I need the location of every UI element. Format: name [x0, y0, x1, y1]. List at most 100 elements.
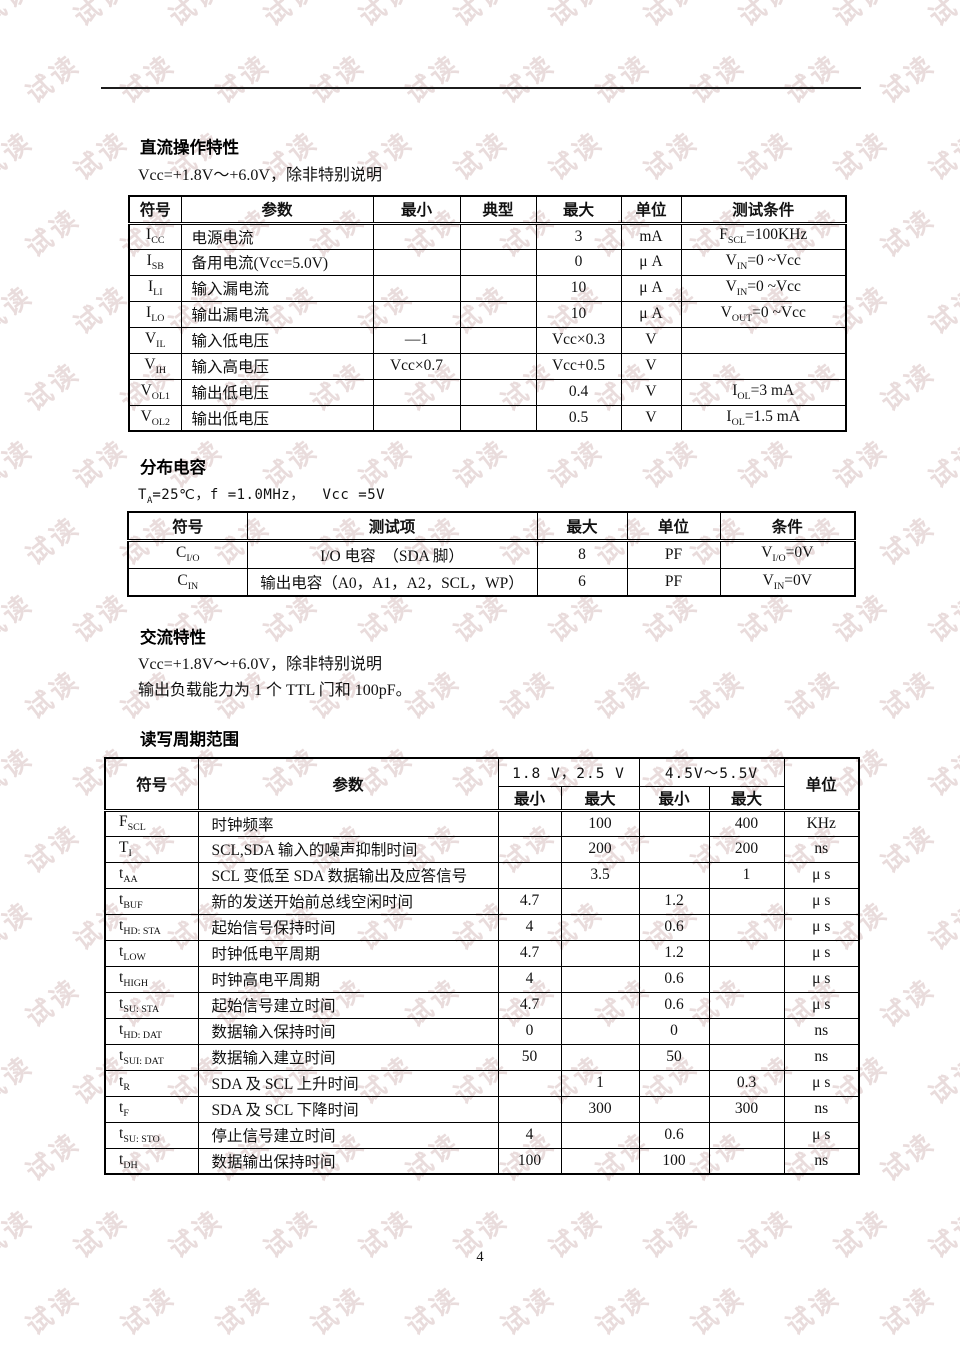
rw-table-row: tDH 数据输出保持时间 100 100 ns: [104, 1147, 860, 1175]
cell: [680, 326, 847, 354]
cell: VIN=0 ~Vcc: [680, 274, 847, 302]
dc-table-row: ILI 输入漏电流 10 μ A VIN=0 ~Vcc: [128, 274, 847, 302]
cell: [560, 887, 640, 915]
symbol-cell: tLOW: [104, 939, 199, 967]
cell: 数据输入建立时间: [197, 1043, 499, 1071]
cell: [560, 939, 640, 967]
symbol-cell: CI/O: [127, 539, 248, 569]
cell: 备用电流(Vcc=5.0V): [180, 248, 374, 276]
rw-table-row: tBUF 新的发送开始前总线空闲时间 4.7 1.2 μ s: [104, 887, 860, 915]
col-header-max: 最大: [535, 195, 622, 225]
dc-section-subtitle: Vcc=+1.8V～+6.0V，除非特别说明: [138, 167, 382, 184]
header-rule: [101, 87, 861, 89]
cell: [372, 378, 461, 406]
cell: [560, 1121, 640, 1149]
cap-table-header-row: 符号 测试项 最大 单位 条件: [127, 511, 856, 542]
cell: [708, 1017, 785, 1045]
cell: 4: [497, 1121, 562, 1149]
rw-table-row: tR SDA 及 SCL 上升时间 1 0.3 μ s: [104, 1069, 860, 1097]
cell: [372, 300, 461, 328]
cell: [680, 352, 847, 380]
col-header-symbol: 符号: [127, 511, 248, 542]
cell: [459, 404, 537, 432]
symbol-cell: tSUI: DAT: [104, 1043, 199, 1071]
cell: ns: [783, 1043, 860, 1071]
cell: 0: [638, 1017, 710, 1045]
cell: 10: [535, 274, 622, 302]
col-subheader-min-1: 最小: [497, 785, 562, 812]
symbol-cell: tBUF: [104, 887, 199, 915]
cell: 4.7: [497, 887, 562, 915]
cell: 输出低电压: [180, 404, 374, 432]
cell: μ s: [783, 939, 860, 967]
cell: [497, 1095, 562, 1123]
col-header-condition: 条件: [719, 511, 856, 542]
dc-table-row: VOL1 输出低电压 0.4 V IOL=3 mA: [128, 378, 847, 406]
cell: μ s: [783, 1069, 860, 1097]
symbol-cell: CIN: [127, 567, 248, 597]
cell: —1: [372, 326, 461, 354]
symbol-cell: ILI: [128, 274, 182, 302]
cell: 输入低电压: [180, 326, 374, 354]
cell: [459, 378, 537, 406]
col-header-symbol: 符号: [104, 757, 199, 812]
symbol-cell: tAA: [104, 861, 199, 889]
cell: [708, 887, 785, 915]
dc-table-row: VOL2 输出低电压 0.5 V IOL=1.5 mA: [128, 404, 847, 432]
cell: VIN=0V: [719, 567, 856, 597]
col-subheader-max-1: 最大: [560, 785, 640, 812]
rw-table-row: TI SCL,SDA 输入的噪声抑制时间 200 200 ns: [104, 835, 860, 863]
col-header-parameter: 参数: [197, 757, 499, 812]
rw-table-row: tSU: STA 起始信号建立时间 4.7 0.6 μ s: [104, 991, 860, 1019]
cell: [560, 1147, 640, 1175]
symbol-cell: VIH: [128, 352, 182, 380]
cell: SDA 及 SCL 上升时间: [197, 1069, 499, 1097]
ac-section-line2: 输出负载能力为 1 个 TTL 门和 100pF。: [138, 682, 412, 699]
cell: μ s: [783, 887, 860, 915]
cell: [372, 222, 461, 250]
cell: 起始信号保持时间: [197, 913, 499, 941]
cell: [459, 248, 537, 276]
cell: VI/O=0V: [719, 539, 856, 569]
cell: 时钟低电平周期: [197, 939, 499, 967]
rw-table-row: tLOW 时钟低电平周期 4.7 1.2 μ s: [104, 939, 860, 967]
dc-table-row: VIH 输入高电压 Vcc×0.7 Vcc+0.5 V: [128, 352, 847, 380]
col-header-parameter: 参数: [180, 195, 374, 225]
cell: 4.7: [497, 991, 562, 1019]
col-header-unit: 单位: [626, 511, 721, 542]
rw-table-row: tF SDA 及 SCL 下降时间 300 300 ns: [104, 1095, 860, 1123]
cell: SCL 变低至 SDA 数据输出及应答信号: [197, 861, 499, 889]
cell: 200: [560, 835, 640, 863]
cell: IOL=3 mA: [680, 378, 847, 406]
dc-section-title: 直流操作特性: [140, 139, 239, 157]
cell: mA: [620, 222, 682, 250]
cell: [459, 274, 537, 302]
cell: FSCL=100KHz: [680, 222, 847, 250]
cell: [560, 913, 640, 941]
cell: Vcc+0.5: [535, 352, 622, 380]
cell: VOUT=0 ~Vcc: [680, 300, 847, 328]
cell: 输出低电压: [180, 378, 374, 406]
cell: 0.6: [638, 1121, 710, 1149]
cell: [708, 913, 785, 941]
rw-table-row: tSU: STO 停止信号建立时间 4 0.6 μ s: [104, 1121, 860, 1149]
cell: 停止信号建立时间: [197, 1121, 499, 1149]
cell: [372, 248, 461, 276]
cell: 输出漏电流: [180, 300, 374, 328]
cell: 10: [535, 300, 622, 328]
symbol-cell: VIL: [128, 326, 182, 354]
cell: 0.3: [708, 1069, 785, 1097]
cell: ns: [783, 1017, 860, 1045]
cell: μ s: [783, 1121, 860, 1149]
cap-section-title: 分布电容: [140, 459, 206, 477]
col-header-typical: 典型: [459, 195, 537, 225]
col-header-test-condition: 测试条件: [680, 195, 847, 225]
rw-table-row: tHIGH 时钟高电平周期 4 0.6 μ s: [104, 965, 860, 993]
rw-table-header-row-1: 符号 参数 1.8 V，2.5 V 4.5V～5.5V 单位: [104, 757, 860, 812]
symbol-cell: tSU: STA: [104, 991, 199, 1019]
symbol-cell: tHD: DAT: [104, 1017, 199, 1045]
cell: [497, 861, 562, 889]
cell: [497, 809, 562, 837]
cell: 3.5: [560, 861, 640, 889]
cell: 数据输出保持时间: [197, 1147, 499, 1175]
